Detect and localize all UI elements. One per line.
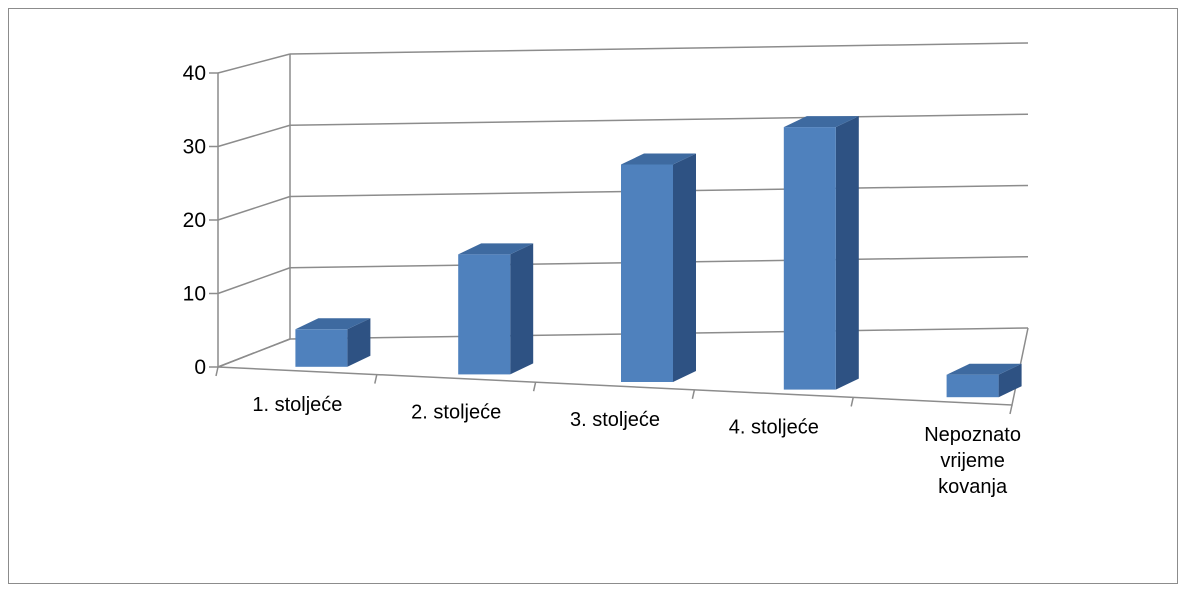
bar-front xyxy=(621,164,673,382)
side-gridline xyxy=(217,338,291,368)
bar-top xyxy=(295,318,371,330)
category-label: 4. stoljeće xyxy=(729,417,819,439)
bar-top xyxy=(783,116,859,128)
x-tick-mark xyxy=(215,366,219,377)
bar-side xyxy=(998,363,1022,398)
bar xyxy=(295,318,371,367)
category-label: 2. stoljeće xyxy=(411,401,501,423)
side-gridline xyxy=(217,53,291,74)
bar-front xyxy=(946,374,999,398)
bar xyxy=(946,363,1022,398)
bar-top xyxy=(458,243,534,255)
bar-side xyxy=(510,243,534,375)
bar-top xyxy=(621,153,696,165)
bar-front xyxy=(783,127,836,390)
back-gridline xyxy=(289,113,1029,126)
category-label: 3. stoljeće xyxy=(570,409,660,431)
bar-side xyxy=(673,153,696,382)
category-label: Nepoznato vrijeme kovanja xyxy=(924,424,1021,498)
bar xyxy=(621,153,696,382)
y-tick-labels: 0 10 20 30 40 xyxy=(183,62,206,379)
category-label: 1. stoljeće xyxy=(252,394,342,416)
x-tick-mark xyxy=(374,374,378,384)
bar-top xyxy=(946,363,1022,375)
bar-side xyxy=(835,116,859,390)
side-gridline xyxy=(217,124,291,148)
chart-frame xyxy=(8,8,1178,584)
y-tick-label: 10 xyxy=(183,283,206,306)
bar xyxy=(783,116,859,390)
bar-side xyxy=(347,318,371,367)
bar-front xyxy=(458,254,511,375)
side-gridline xyxy=(217,267,291,295)
category-labels: 1. stoljeće 2. stoljeće 3. stoljeće 4. stol… xyxy=(252,394,1021,498)
x-tick-mark xyxy=(532,382,537,392)
x-tick-mark xyxy=(1009,404,1013,415)
y-tick-label: 40 xyxy=(183,62,206,85)
y-tick-label: 0 xyxy=(194,356,206,379)
back-gridline xyxy=(289,42,1029,55)
bar-layer xyxy=(295,116,1022,398)
x-tick-mark xyxy=(850,397,854,407)
y-tick-label: 20 xyxy=(183,209,206,232)
y-tick-label: 30 xyxy=(183,136,206,159)
bar xyxy=(458,243,534,375)
bar-front xyxy=(295,329,348,367)
side-gridline xyxy=(217,195,291,221)
x-tick-mark xyxy=(691,389,696,399)
